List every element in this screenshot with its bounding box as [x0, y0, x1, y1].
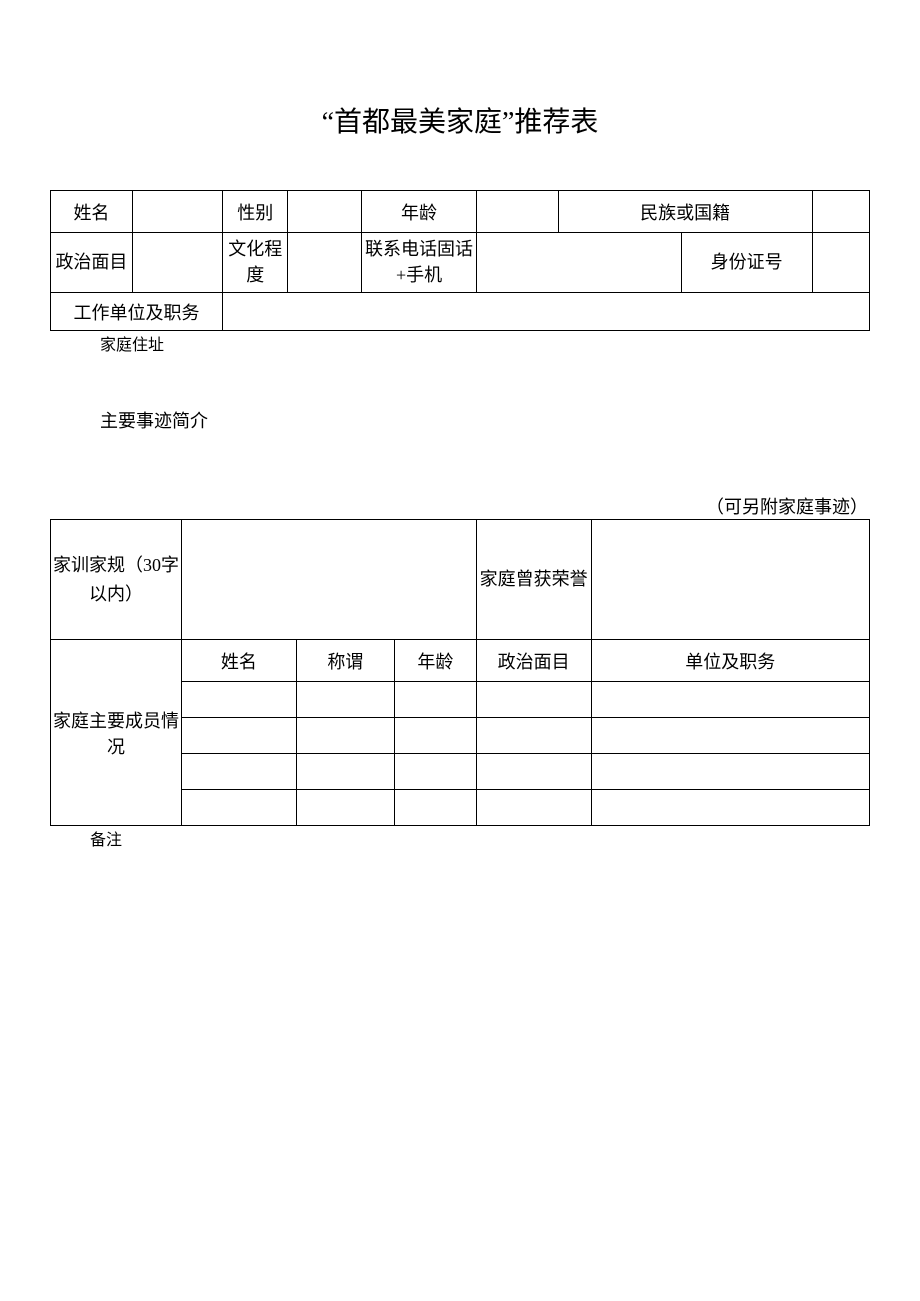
member-age	[394, 718, 476, 754]
member-workplace	[591, 790, 870, 826]
gender-value	[288, 191, 362, 233]
member-age	[394, 754, 476, 790]
workplace-value	[222, 293, 869, 331]
page-container: “首都最美家庭”推荐表 姓名 性别 年龄 民族或国籍 政治面目	[0, 0, 920, 862]
row-family-rules: 家训家规（30字以内） 家庭曾获荣誉	[51, 520, 870, 640]
age-value	[476, 191, 558, 233]
member-political	[476, 790, 591, 826]
member-age	[394, 790, 476, 826]
member-workplace	[591, 682, 870, 718]
member-relation	[296, 754, 394, 790]
political-label: 政治面目	[51, 233, 133, 293]
age-label: 年龄	[362, 191, 477, 233]
member-political	[476, 754, 591, 790]
name-label: 姓名	[51, 191, 133, 233]
document-title: “首都最美家庭”推荐表	[50, 100, 870, 140]
gender-label: 性别	[222, 191, 288, 233]
address-label: 家庭住址	[50, 331, 870, 367]
id-value	[812, 233, 869, 293]
row-political: 政治面目 文化程度 联系电话固话+手机 身份证号	[51, 233, 870, 293]
member-relation	[296, 790, 394, 826]
members-header-political: 政治面目	[476, 640, 591, 682]
members-header-name: 姓名	[182, 640, 297, 682]
deeds-section: 主要事迹简介	[50, 407, 870, 433]
phone-label: 联系电话固话+手机	[362, 233, 477, 293]
members-section-label: 家庭主要成员情况	[51, 640, 182, 826]
row-workplace: 工作单位及职务	[51, 293, 870, 331]
row-name: 姓名 性别 年龄 民族或国籍	[51, 191, 870, 233]
family-rules-label: 家训家规（30字以内）	[51, 520, 182, 640]
ethnicity-label: 民族或国籍	[558, 191, 812, 233]
honors-value	[591, 520, 870, 640]
name-value	[132, 191, 222, 233]
honors-label: 家庭曾获荣誉	[476, 520, 591, 640]
members-header-relation: 称谓	[296, 640, 394, 682]
member-age	[394, 682, 476, 718]
workplace-label: 工作单位及职务	[51, 293, 223, 331]
id-label: 身份证号	[681, 233, 812, 293]
members-header-age: 年龄	[394, 640, 476, 682]
member-relation	[296, 682, 394, 718]
member-workplace	[591, 718, 870, 754]
political-value	[132, 233, 222, 293]
member-name	[182, 682, 297, 718]
member-name	[182, 790, 297, 826]
member-relation	[296, 718, 394, 754]
member-name	[182, 718, 297, 754]
education-value	[288, 233, 362, 293]
attach-note: （可另附家庭事迹）	[50, 493, 870, 519]
remark-label: 备注	[50, 826, 870, 862]
member-workplace	[591, 754, 870, 790]
deeds-label: 主要事迹简介	[50, 407, 870, 433]
basic-info-table: 姓名 性别 年龄 民族或国籍 政治面目 文化程度 联系电话固话+手机 身份证号 …	[50, 190, 870, 331]
family-details-table: 家训家规（30字以内） 家庭曾获荣誉 家庭主要成员情况 姓名 称谓 年龄 政治面…	[50, 519, 870, 826]
member-political	[476, 718, 591, 754]
member-political	[476, 682, 591, 718]
education-label: 文化程度	[222, 233, 288, 293]
family-rules-value	[182, 520, 477, 640]
row-members-header: 家庭主要成员情况 姓名 称谓 年龄 政治面目 单位及职务	[51, 640, 870, 682]
member-name	[182, 754, 297, 790]
phone-value	[476, 233, 681, 293]
ethnicity-value	[812, 191, 869, 233]
members-header-workplace: 单位及职务	[591, 640, 870, 682]
